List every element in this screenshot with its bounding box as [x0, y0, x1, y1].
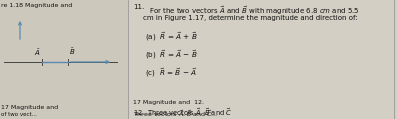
Text: For the two vectors $\vec{A}$ and $\vec{B}$ with magnitude 6.8 $cm$ and 5.5: For the two vectors $\vec{A}$ and $\vec{… [149, 4, 360, 17]
Text: (c)  $\vec{R}$ = $\vec{B}$ $-$ $\vec{A}$: (c) $\vec{R}$ = $\vec{B}$ $-$ $\vec{A}$ [145, 66, 197, 79]
Text: 12.  Three vectors $\vec{A}$  $\vec{B}$ and $\vec{C}$: 12. Three vectors $\vec{A}$ $\vec{B}$ an… [133, 107, 232, 119]
Text: Three vectors $\vec{A}$, $\vec{B}$ and $\vec{C}$...: Three vectors $\vec{A}$, $\vec{B}$ and $… [133, 108, 218, 118]
Text: $\bar{A}$: $\bar{A}$ [34, 48, 40, 58]
Text: (a)  $\vec{R}$ = $\vec{A}$ + $\vec{B}$: (a) $\vec{R}$ = $\vec{A}$ + $\vec{B}$ [145, 30, 198, 43]
Text: 17 Magnitude and: 17 Magnitude and [1, 105, 58, 110]
Text: 11.: 11. [133, 4, 144, 10]
Text: $\bar{B}$: $\bar{B}$ [69, 47, 75, 57]
Text: of two vect...: of two vect... [1, 112, 37, 117]
Text: 17 Magnitude and  12.: 17 Magnitude and 12. [133, 100, 204, 105]
Text: cm in Figure 1.17, determine the magnitude and direction of:: cm in Figure 1.17, determine the magnitu… [143, 15, 358, 21]
Text: re 1.18 Magnitude and: re 1.18 Magnitude and [1, 3, 72, 8]
Text: (b)  $\vec{R}$ = $\vec{A}$ $-$ $\vec{B}$: (b) $\vec{R}$ = $\vec{A}$ $-$ $\vec{B}$ [145, 48, 198, 61]
Bar [128, 0, 397, 119]
